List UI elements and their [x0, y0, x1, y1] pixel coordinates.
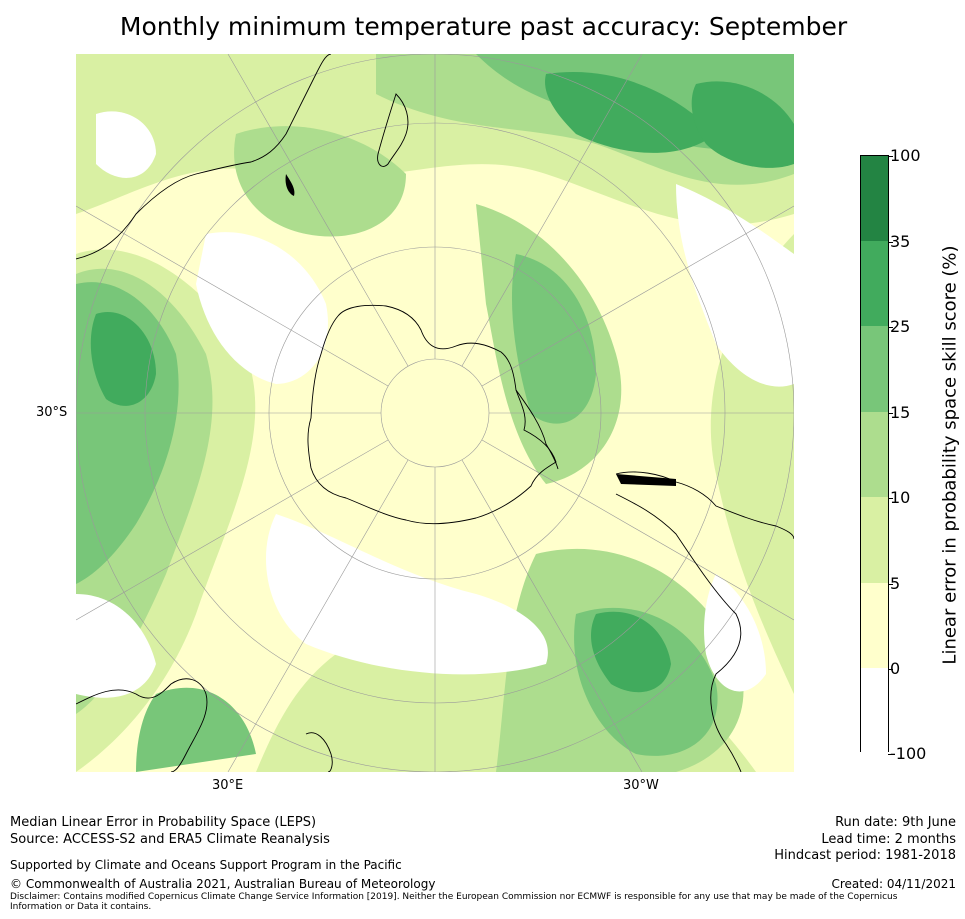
lon-label-30e: 30°E: [212, 778, 244, 793]
colorbar-tick: 0: [887, 659, 901, 678]
colorbar-band: [861, 497, 888, 583]
colorbar-tick: 10: [887, 488, 911, 507]
colorbar-band: [861, 156, 888, 241]
colorbar-band: [861, 412, 888, 497]
skill-map: [76, 54, 794, 772]
colorbar-band: [861, 326, 888, 412]
graticule: [76, 54, 794, 772]
footer-leps: Median Linear Error in Probability Space…: [10, 815, 317, 830]
australia-coastline: [76, 54, 332, 260]
colorbar-band: [861, 583, 888, 668]
map-title: Monthly minimum temperature past accurac…: [119, 12, 848, 41]
lead-time: Lead time: 2 months: [821, 832, 956, 847]
colorbar-tick: -100: [887, 744, 927, 763]
africa-coastline: [76, 678, 208, 772]
colorbar: [860, 155, 889, 753]
footer-source: Source: ACCESS-S2 and ERA5 Climate Reana…: [10, 832, 330, 847]
colorbar-band: [861, 241, 888, 326]
south-america-coastline: [615, 471, 794, 540]
skill-field: [76, 54, 794, 772]
run-date: Run date: 9th June: [835, 815, 956, 830]
lon-label-30w: 30°W: [623, 778, 659, 793]
footer-disclaimer: Disclaimer: Contains modified Copernicus…: [10, 892, 898, 912]
colorbar-tick: 100: [888, 146, 921, 165]
colorbar-label: Linear error in probability space skill …: [939, 245, 961, 665]
colorbar-tick: 15: [887, 403, 911, 422]
hindcast-period: Hindcast period: 1981-2018: [774, 848, 956, 863]
new-zealand-coastline: [377, 93, 409, 167]
colorbar-tick: 5: [887, 574, 901, 593]
footer-support: Supported by Climate and Oceans Support …: [10, 858, 402, 872]
lat-label-30s: 30°S: [36, 405, 68, 420]
created-date: Created: 04/11/2021: [831, 877, 956, 891]
colorbar-band: [861, 668, 888, 753]
footer-copyright: © Commonwealth of Australia 2021, Austra…: [10, 877, 436, 891]
antarctica-coastline: [307, 304, 557, 525]
colorbar-tick: 25: [887, 317, 911, 336]
polar-map-svg: [76, 54, 794, 772]
colorbar-tick: 35: [887, 232, 911, 251]
